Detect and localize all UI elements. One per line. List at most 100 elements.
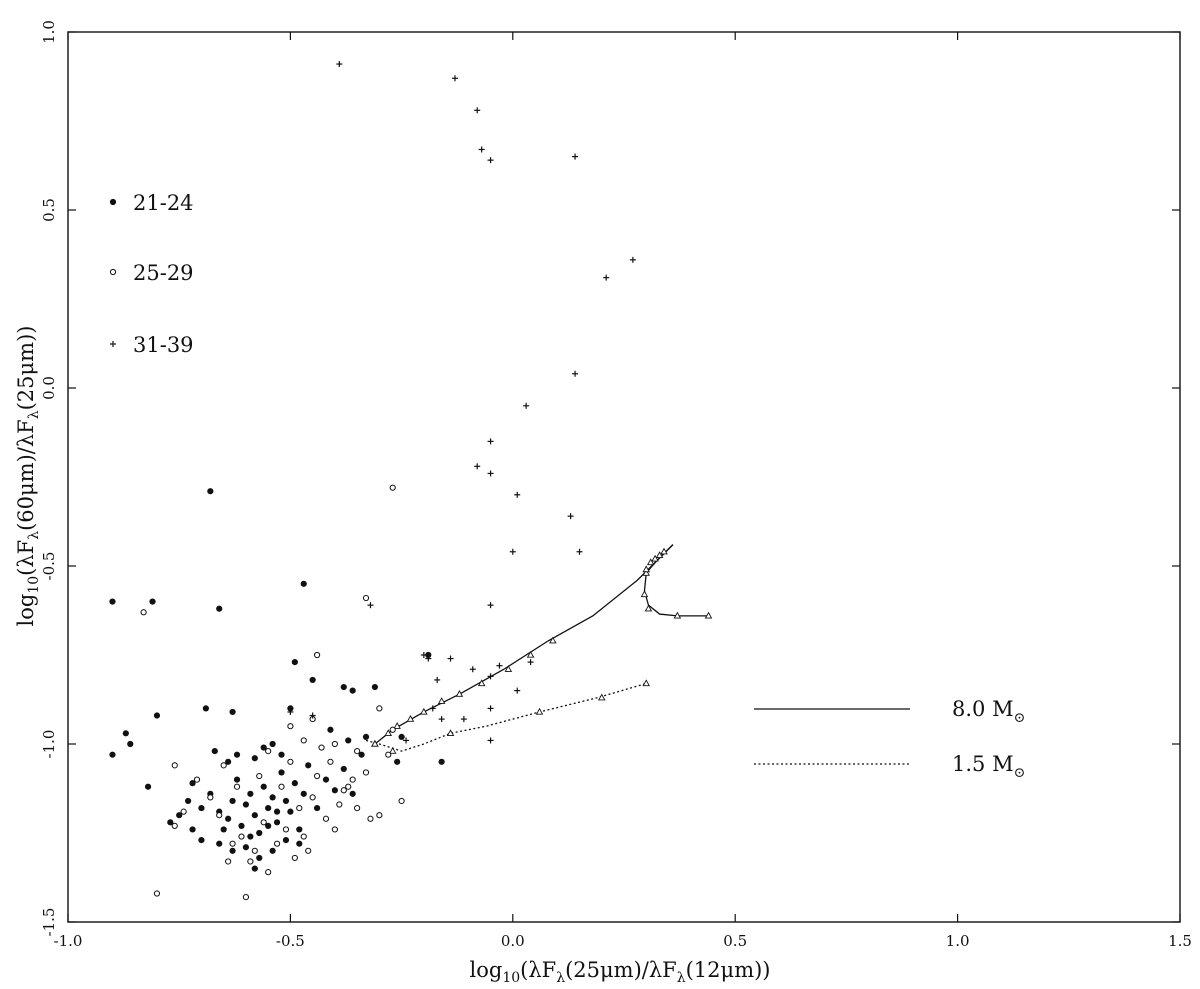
data-point [309, 794, 316, 801]
data-point [233, 751, 241, 758]
data-point [278, 751, 285, 758]
data-point [171, 822, 178, 829]
data-point [216, 812, 223, 819]
data-point [514, 491, 521, 498]
data-point [345, 783, 352, 790]
legend-label: 25-29 [133, 261, 194, 285]
legend-marker [110, 341, 116, 347]
data-point [336, 61, 343, 68]
data-point [273, 808, 281, 815]
track-marker [597, 693, 606, 701]
track-legend: 8.0 M⊙ 1.5 M⊙ [754, 697, 1025, 781]
data-point [305, 762, 312, 769]
data-point [278, 783, 285, 790]
track-marker [704, 611, 713, 619]
x-tick-label: -1.0 [54, 932, 83, 950]
data-point [300, 580, 307, 587]
data-point [371, 683, 379, 691]
series-25-29 [140, 484, 405, 901]
track-marker [437, 697, 446, 704]
data-point [265, 822, 272, 829]
data-point [567, 513, 574, 520]
data-point [251, 847, 258, 854]
data-point [260, 783, 267, 790]
data-point [140, 609, 147, 616]
data-point [291, 854, 298, 862]
legend-label: 31-39 [133, 333, 194, 357]
series-31-39 [287, 61, 636, 744]
data-point [282, 837, 290, 844]
track-marker [406, 714, 415, 722]
evolution-tracks [365, 544, 713, 754]
data-point [487, 602, 494, 609]
data-point [313, 772, 321, 780]
data-point [265, 869, 272, 876]
track-marker [446, 729, 455, 736]
data-point [487, 470, 494, 477]
data-point [313, 651, 321, 659]
data-point [296, 826, 303, 833]
data-point [180, 808, 187, 815]
scatter-points [109, 61, 636, 901]
data-point [362, 733, 370, 740]
data-point [144, 783, 152, 790]
data-point [305, 847, 312, 854]
data-point [153, 712, 161, 719]
data-point [251, 865, 258, 872]
data-point [225, 858, 232, 865]
data-point [153, 890, 161, 897]
track-marker [393, 722, 401, 729]
data-point [273, 819, 281, 826]
data-point [287, 708, 294, 715]
data-point [176, 812, 183, 819]
track-marker [651, 554, 659, 562]
data-point [309, 676, 316, 684]
data-point [220, 762, 227, 769]
track-marker [535, 707, 544, 715]
data-point [247, 790, 254, 797]
y-tick-label: -1.5 [40, 908, 58, 937]
data-point [287, 808, 294, 815]
data-point [358, 751, 365, 758]
x-tick-label: -0.5 [276, 932, 305, 950]
data-point [269, 847, 276, 854]
data-point [296, 840, 303, 847]
track-marker [420, 707, 428, 715]
data-point [265, 804, 272, 812]
data-point [376, 812, 383, 819]
data-point [238, 833, 245, 840]
data-point [496, 662, 503, 669]
data-point [572, 153, 579, 160]
y-tick-label: 1.0 [40, 20, 58, 44]
data-point [438, 716, 445, 723]
track-marker [640, 590, 649, 598]
data-point [256, 854, 263, 862]
data-point [167, 819, 174, 826]
data-point [211, 748, 218, 755]
data-point [345, 737, 352, 744]
data-point [109, 751, 116, 758]
data-point [109, 598, 116, 605]
data-point [171, 762, 178, 769]
data-point [291, 659, 298, 666]
data-point [189, 780, 196, 787]
data-point [367, 602, 374, 609]
legend-marker [109, 268, 117, 276]
data-point [603, 274, 610, 281]
track-marker [526, 650, 535, 658]
x-tick-label: 0.5 [723, 932, 747, 950]
data-point [438, 758, 445, 765]
data-point [487, 705, 494, 712]
data-point [256, 772, 263, 780]
data-point [447, 655, 454, 662]
data-point [349, 776, 356, 783]
data-point [193, 776, 201, 783]
track-marker [388, 746, 397, 754]
legend: 21-24 25-29 31-39 [109, 191, 194, 357]
data-point [460, 716, 467, 723]
data-point [425, 651, 432, 659]
data-point [487, 438, 494, 445]
data-point [287, 723, 294, 730]
data-point [202, 705, 209, 712]
